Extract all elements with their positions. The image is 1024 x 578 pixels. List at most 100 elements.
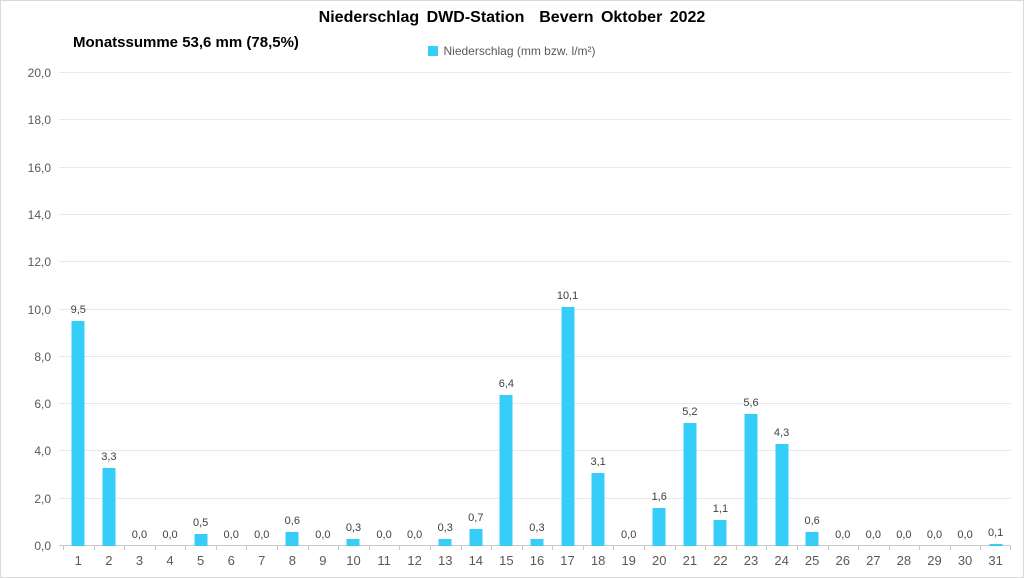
x-tick-label: 18	[590, 553, 606, 568]
x-tick-label: 20	[652, 553, 667, 568]
x-tick-label: 31	[988, 553, 1003, 568]
gridline	[59, 450, 1011, 452]
bar-value-label: 0,3	[345, 521, 362, 534]
x-axis-tick-mark	[429, 546, 431, 550]
x-tick-label: 12	[407, 553, 422, 568]
x-tick-label: 4	[166, 553, 174, 568]
x-tick-label: 29	[927, 553, 942, 568]
x-tick-label: 17	[560, 553, 575, 568]
bar-column: 0,0	[399, 73, 430, 546]
y-tick-label: 0,0	[34, 539, 51, 553]
bar-column: 0,0	[246, 73, 277, 546]
x-axis-tick-mark	[399, 546, 401, 550]
x-tick-label: 2	[105, 553, 113, 568]
bar-column: 0,6	[277, 73, 308, 546]
x-axis-tick-mark	[949, 546, 951, 550]
x-tick-label: 30	[957, 553, 973, 568]
y-tick-label: 4,0	[34, 444, 51, 459]
x-tick-label: 9	[319, 553, 327, 568]
gridline	[59, 166, 1011, 168]
precipitation-bar	[744, 413, 758, 546]
bar-value-label: 0,0	[131, 529, 148, 541]
monthly-sum-subtitle: Monatssumme 53,6 mm (78,5%)	[73, 34, 299, 51]
bar-value-label: 0,1	[987, 526, 1004, 539]
x-tick-label: 11	[377, 553, 391, 568]
bar-value-label: 0,6	[804, 514, 820, 527]
bar-column: 0,3	[338, 73, 369, 546]
precipitation-bar	[713, 520, 727, 546]
x-axis-tick-mark	[124, 546, 126, 550]
bar-value-label: 4,3	[773, 427, 790, 440]
gridline	[59, 403, 1011, 405]
precipitation-bar	[591, 472, 605, 546]
plot-area: 9,5 3,3 0,0 0,0 0,5 0,0 0,0 0,6 0,0 0,3 0,0 0,0 0,3 0…	[59, 72, 1011, 546]
y-tick-label: 8,0	[34, 349, 51, 364]
x-axis-tick-mark	[796, 546, 798, 550]
precipitation-bar	[530, 538, 544, 546]
bar-columns: 9,5 3,3 0,0 0,0 0,5 0,0 0,0 0,6 0,0 0,3 0,0 0,0 0,3 0…	[63, 73, 1011, 546]
precipitation-bar	[71, 321, 85, 546]
x-axis-tick-mark	[919, 546, 921, 550]
bar-value-label: 0,0	[865, 529, 881, 541]
x-axis-tick-mark	[644, 546, 646, 550]
bar-value-label: 0,5	[192, 517, 209, 530]
gridline	[59, 261, 1011, 263]
x-tick-label: 6	[227, 553, 235, 568]
bar-column: 0,0	[124, 73, 155, 546]
bar-value-label: 0,0	[957, 529, 973, 541]
bar-column: 0,0	[369, 73, 400, 546]
x-tick-label: 16	[529, 553, 545, 568]
bar-value-label: 10,1	[556, 290, 579, 303]
bar-value-label: 0,0	[254, 529, 270, 541]
bar-value-label: 0,6	[284, 514, 300, 527]
x-axis-ticks	[63, 546, 1011, 551]
bar-value-label: 0,0	[376, 529, 392, 541]
x-axis-tick-mark	[154, 546, 156, 550]
x-tick-label: 7	[258, 553, 266, 568]
bar-value-label: 0,0	[926, 529, 943, 541]
legend-label: Niederschlag (mm bzw. l/m²)	[443, 44, 596, 58]
x-axis-tick-mark	[215, 546, 217, 550]
bar-column: 0,5	[185, 73, 216, 546]
x-tick-label: 26	[835, 553, 850, 568]
x-axis-tick-mark	[460, 546, 462, 550]
x-tick-label: 5	[196, 553, 205, 568]
bar-value-label: 0,3	[437, 521, 453, 534]
x-tick-label: 24	[774, 553, 789, 568]
bar-value-label: 6,4	[498, 377, 515, 390]
bar-column: 0,0	[613, 73, 644, 546]
bar-column: 0,0	[950, 73, 981, 546]
bar-column: 3,3	[94, 73, 125, 546]
x-tick-label: 22	[713, 553, 728, 568]
chart-title: Niederschlag DWD-Station Bevern Oktober …	[318, 9, 706, 26]
bar-value-label: 1,1	[712, 503, 729, 515]
y-tick-label: 16,0	[27, 160, 51, 175]
precipitation-bar	[194, 534, 208, 546]
bar-column: 4,3	[766, 73, 797, 546]
bar-column: 1,1	[705, 73, 736, 546]
bar-column: 0,0	[858, 73, 889, 546]
bar-value-label: 0,0	[621, 529, 637, 541]
bar-value-label: 0,0	[223, 529, 239, 541]
x-axis-tick-mark	[888, 546, 890, 550]
x-axis-tick-mark	[980, 546, 982, 550]
bar-column: 0,0	[889, 73, 920, 546]
x-axis-tick-mark	[185, 546, 187, 550]
precipitation-bar	[805, 531, 819, 546]
x-axis-tick-mark	[1010, 546, 1011, 550]
precipitation-bar	[102, 467, 116, 546]
bar-column: 0,1	[980, 73, 1011, 546]
precipitation-bar	[652, 508, 666, 546]
bar-column: 0,0	[155, 73, 186, 546]
x-axis-tick-mark	[827, 546, 829, 550]
precipitation-bar	[561, 307, 575, 546]
bar-value-label: 0,0	[315, 529, 331, 541]
bar-value-label: 0,0	[162, 529, 178, 541]
y-tick-label: 6,0	[34, 397, 51, 412]
x-axis-tick-mark	[368, 546, 370, 550]
bar-column: 0,7	[461, 73, 492, 546]
precipitation-bar	[438, 538, 452, 546]
x-axis-tick-mark	[705, 546, 707, 550]
precipitation-bar	[683, 423, 697, 546]
bar-column: 0,0	[919, 73, 950, 546]
